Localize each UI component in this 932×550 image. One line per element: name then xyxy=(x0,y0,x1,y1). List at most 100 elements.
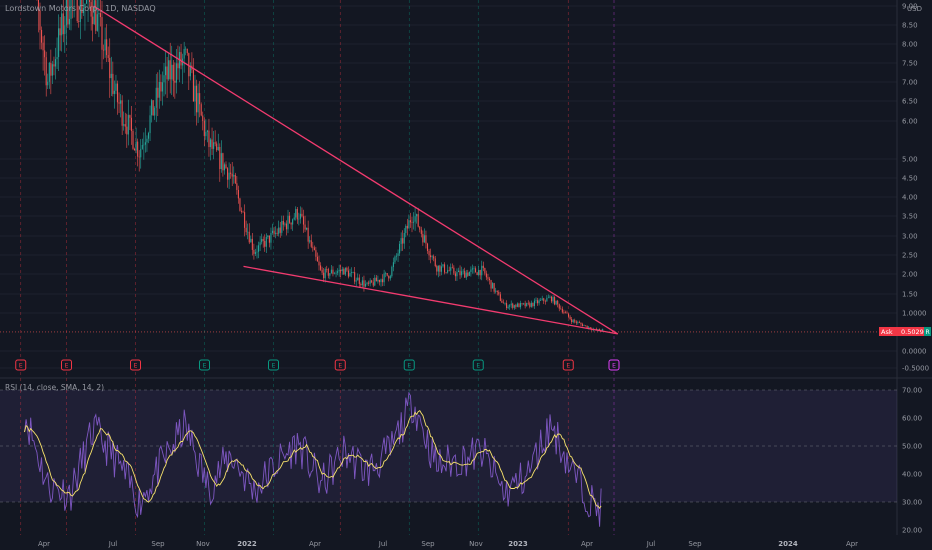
candle-body xyxy=(397,253,399,256)
candle-body xyxy=(93,0,95,25)
candle-body xyxy=(552,297,554,302)
candle-body xyxy=(329,273,331,276)
candle-body xyxy=(513,305,515,308)
candle-body xyxy=(143,144,145,146)
candle-body xyxy=(112,73,114,94)
candle-body xyxy=(306,227,308,230)
rsi-lines xyxy=(24,391,602,527)
candle-body xyxy=(408,220,410,229)
candle-body xyxy=(351,272,353,273)
price-tick-label: 2.00 xyxy=(902,271,918,279)
candle-body xyxy=(123,124,125,126)
candle-body xyxy=(502,302,504,304)
candle-body xyxy=(492,283,494,289)
rsi-sma-line xyxy=(24,409,602,510)
candle-body xyxy=(417,214,419,227)
rsi-line xyxy=(24,391,602,527)
candle-body xyxy=(440,266,442,272)
candle-body xyxy=(419,226,421,230)
candle-body xyxy=(324,268,326,279)
candle-body xyxy=(349,272,351,277)
candle-body xyxy=(39,10,41,30)
candle-body xyxy=(597,329,599,331)
candle-body xyxy=(444,264,446,273)
candle-body xyxy=(388,275,390,279)
time-tick-label: Jul xyxy=(378,540,388,548)
candle-body xyxy=(281,220,283,233)
time-tick-label: Apr xyxy=(309,540,321,548)
candle-body xyxy=(355,280,357,282)
candle-body xyxy=(79,0,81,22)
time-tick-label: Sep xyxy=(421,540,435,548)
candle-body xyxy=(538,300,540,304)
candle-body xyxy=(231,173,233,177)
candle-body xyxy=(333,273,336,275)
candle-body xyxy=(589,327,591,329)
candle-body xyxy=(194,85,196,102)
price-tick-label: 6.00 xyxy=(902,118,918,126)
candle-body xyxy=(332,269,334,274)
candle-body xyxy=(161,82,163,92)
earnings-marker xyxy=(562,359,574,371)
candle-body xyxy=(174,80,176,83)
price-tick-label: 8.50 xyxy=(902,22,918,30)
candle-body xyxy=(166,66,168,80)
candle-body xyxy=(244,212,246,228)
candle-body xyxy=(496,290,498,292)
candle-body xyxy=(275,232,277,234)
candle-body xyxy=(256,251,258,253)
candle-body xyxy=(487,277,489,279)
candle-body xyxy=(340,269,342,272)
price-tick-label: -0.5000 xyxy=(902,365,929,373)
candle-body xyxy=(165,66,167,76)
rsi-legend[interactable]: RSI (14, close, SMA, 14, 2) xyxy=(5,383,105,392)
candle-body xyxy=(428,250,430,256)
time-tick-label: 2024 xyxy=(778,540,798,548)
candle-body xyxy=(209,139,212,148)
candle-body xyxy=(92,16,94,25)
candle-body xyxy=(439,265,441,272)
candle-body xyxy=(563,312,565,313)
candle-body xyxy=(377,279,379,282)
rsi-tick-label: 70.00 xyxy=(902,387,922,395)
candle-body xyxy=(127,115,129,135)
candle-body xyxy=(225,164,227,169)
symbol-legend[interactable]: Lordstown Motors Corp., 1D, NASDAQ xyxy=(5,4,156,13)
earnings-marker xyxy=(199,359,210,371)
candle-body xyxy=(118,102,120,104)
candle-body xyxy=(504,303,506,304)
candle-body xyxy=(475,268,477,273)
price-tick-label: 3.50 xyxy=(902,213,918,221)
candle-body xyxy=(464,270,466,278)
candle-body xyxy=(56,57,58,60)
candle-body xyxy=(369,280,371,284)
candle-body xyxy=(515,305,517,307)
candle-body xyxy=(409,220,411,223)
time-tick-label: Sep xyxy=(151,540,165,548)
trendlines[interactable] xyxy=(0,5,897,335)
candle-body xyxy=(341,269,343,272)
candle-body xyxy=(185,48,187,50)
candle-body xyxy=(371,280,373,283)
candle-body xyxy=(588,327,590,328)
candle-body xyxy=(98,13,100,15)
candle-body xyxy=(242,211,244,213)
candle-body xyxy=(41,29,43,43)
candle-body xyxy=(541,298,543,300)
candle-body xyxy=(360,283,362,286)
support-trendline xyxy=(243,265,618,335)
candle-body xyxy=(290,222,292,225)
candle-body xyxy=(495,290,497,292)
candle-body xyxy=(431,256,433,258)
candle-body xyxy=(467,272,469,276)
price-tick-label: 7.50 xyxy=(902,60,918,68)
candle-body xyxy=(586,325,588,328)
candle-body xyxy=(115,83,117,91)
candle-body xyxy=(400,238,402,244)
candle-body xyxy=(382,279,384,283)
candle-body xyxy=(61,13,63,36)
candle-body xyxy=(512,303,514,308)
candle-body xyxy=(126,126,128,135)
